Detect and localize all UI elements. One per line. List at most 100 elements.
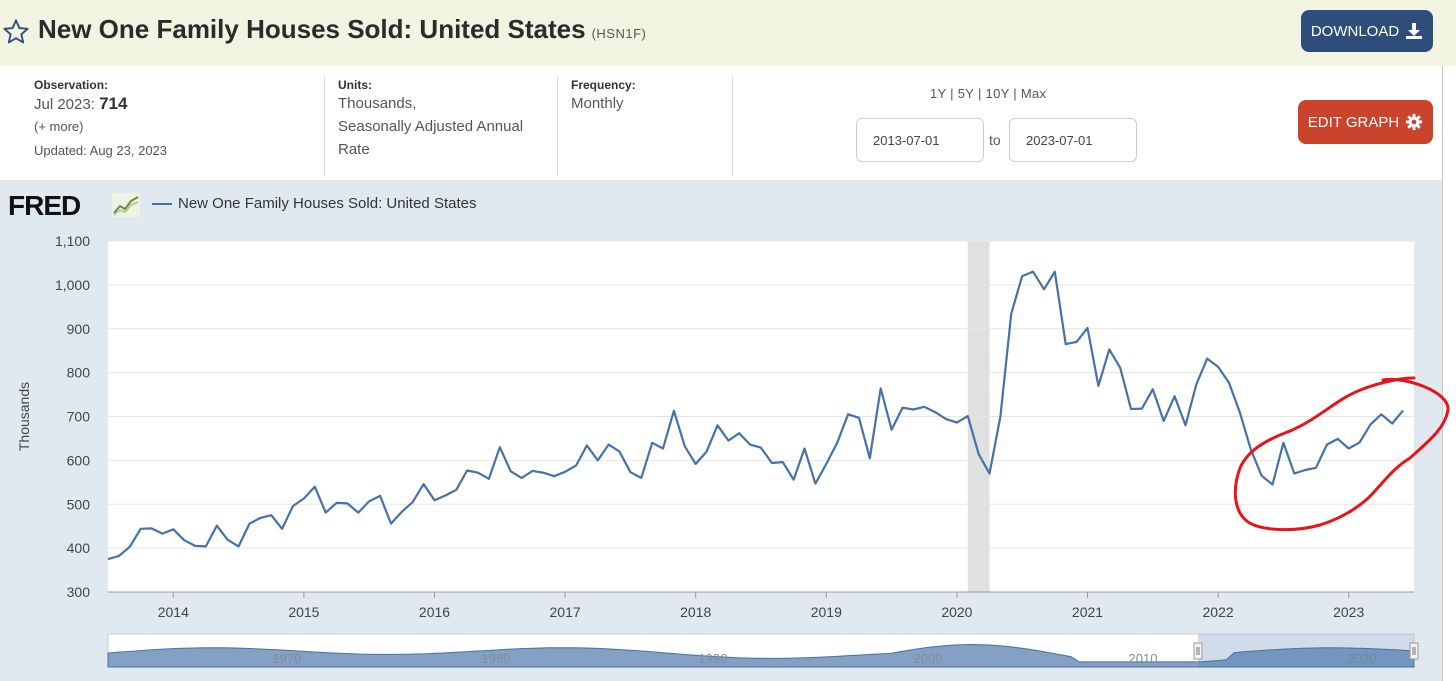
observation-block: Observation: Jul 2023: 714 (+ more) Upda… (34, 78, 167, 162)
x-tick-label: 2018 (680, 604, 711, 620)
data-point (618, 451, 620, 453)
data-point (444, 494, 446, 496)
data-point (183, 539, 185, 541)
data-point (368, 500, 370, 502)
navigator-year-label: 2010 (1129, 651, 1158, 666)
page-header: New One Family Houses Sold: United State… (0, 0, 1456, 66)
data-point (172, 528, 174, 530)
data-point (999, 415, 1001, 417)
data-point (521, 477, 523, 479)
data-point (1239, 412, 1241, 414)
start-date-input[interactable]: 2013-07-01 (856, 118, 984, 162)
download-label: DOWNLOAD (1310, 22, 1400, 40)
legend-label: New One Family Houses Sold: United State… (178, 195, 477, 212)
data-point (357, 511, 359, 513)
data-point (379, 495, 381, 497)
frequency-label: Frequency: (571, 78, 636, 92)
data-point (118, 555, 120, 557)
y-tick-label: 600 (67, 452, 91, 468)
data-point (455, 489, 457, 491)
navigator-year-label: 2000 (914, 651, 943, 666)
units-label: Units: (338, 78, 372, 92)
navigator-handle (1409, 642, 1419, 660)
data-point (597, 459, 599, 461)
data-point (1097, 385, 1099, 387)
data-point (901, 407, 903, 409)
units-block: Units: Thousands, Seasonally Adjusted An… (338, 78, 523, 161)
data-point (1315, 467, 1317, 469)
data-point (259, 517, 261, 519)
data-point (1228, 382, 1230, 384)
data-point (1010, 312, 1012, 314)
data-point (390, 523, 392, 525)
data-point (760, 447, 762, 449)
navigator-year-label: 1990 (699, 651, 728, 666)
data-point (1065, 343, 1067, 345)
more-observations-link[interactable]: (+ more) (34, 119, 84, 134)
data-point (325, 511, 327, 513)
data-point (651, 442, 653, 444)
navigator-selection (1198, 634, 1414, 667)
range-links[interactable]: 1Y | 5Y | 10Y | Max (930, 86, 1047, 101)
data-point (1021, 275, 1023, 277)
fred-logo: FRED (8, 190, 81, 221)
data-point (346, 502, 348, 504)
data-point (727, 440, 729, 442)
y-tick-label: 300 (67, 584, 91, 600)
annotation-circle (1233, 376, 1450, 532)
observation-value: 714 (99, 94, 128, 113)
download-icon (1406, 23, 1423, 39)
data-point (1054, 271, 1056, 273)
data-point (281, 528, 283, 530)
data-point (1195, 383, 1197, 385)
series-line (107, 270, 1404, 561)
data-point (227, 539, 229, 541)
data-point (553, 475, 555, 477)
data-point (477, 472, 479, 474)
data-point (629, 471, 631, 473)
x-tick-label: 2019 (811, 604, 842, 620)
edit-graph-button[interactable]: EDIT GRAPH (1298, 100, 1433, 144)
divider (324, 76, 325, 176)
data-point (401, 511, 403, 513)
data-point (1032, 271, 1034, 273)
observation-value-line: Jul 2023: 714 (34, 92, 167, 116)
observation-date: Jul 2023: (34, 96, 95, 113)
data-point (934, 411, 936, 413)
data-point (793, 479, 795, 481)
units-line-1: Thousands, (338, 95, 417, 112)
x-tick-label: 2022 (1203, 604, 1234, 620)
data-point (1141, 408, 1143, 410)
data-point (608, 444, 610, 446)
window-edge (1442, 66, 1456, 681)
to-label: to (989, 132, 1001, 148)
updated-date: Updated: Aug 23, 2023 (34, 143, 168, 158)
gear-icon (1406, 113, 1423, 131)
page-title: New One Family Houses Sold: United State… (38, 14, 646, 45)
data-point (150, 527, 152, 529)
data-point (1271, 483, 1273, 485)
divider (732, 76, 733, 176)
data-point (847, 413, 849, 415)
series-id: (HSN1F) (591, 26, 647, 41)
data-point (978, 453, 980, 455)
data-point (1348, 447, 1350, 449)
data-point (880, 387, 882, 389)
data-point (216, 525, 218, 527)
data-point (1206, 358, 1208, 360)
navigator-year-label: 2020 (1348, 651, 1377, 666)
divider (557, 76, 558, 176)
data-point (1282, 442, 1284, 444)
star-outline-icon[interactable] (2, 18, 30, 46)
data-point (531, 470, 533, 472)
end-date-input[interactable]: 2023-07-01 (1009, 118, 1137, 162)
data-point (695, 463, 697, 465)
data-point (238, 545, 240, 547)
data-point (488, 478, 490, 480)
data-point (466, 469, 468, 471)
y-tick-label: 1,100 (55, 233, 90, 249)
download-button[interactable]: DOWNLOAD (1301, 10, 1433, 52)
data-point (836, 442, 838, 444)
data-point (575, 465, 577, 467)
